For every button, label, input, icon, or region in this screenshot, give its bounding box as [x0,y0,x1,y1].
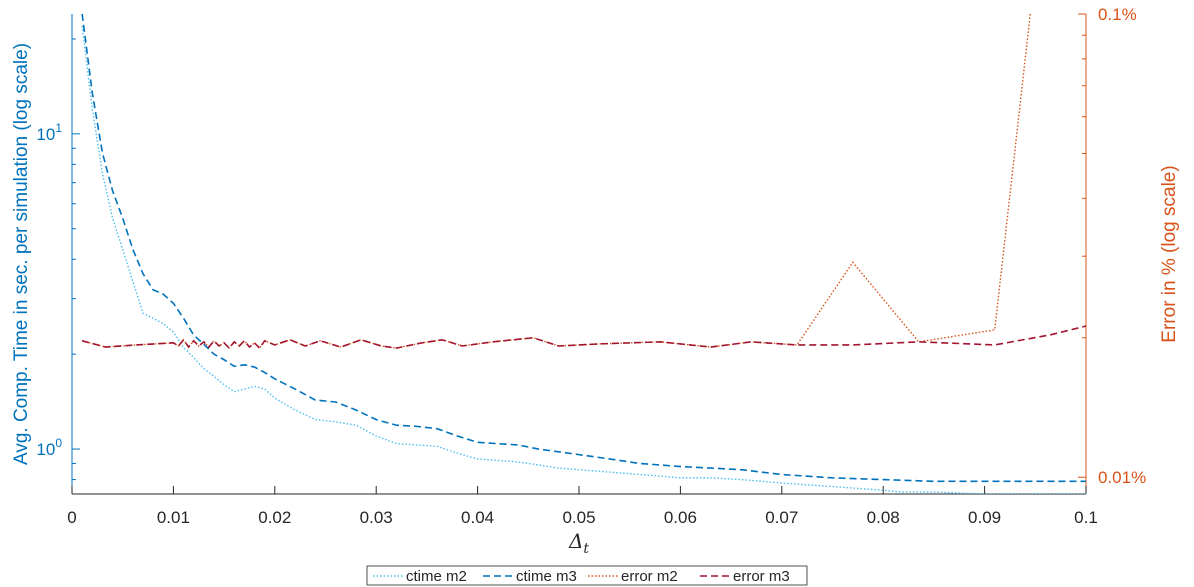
x-tick-label: 0 [67,508,76,527]
x-tick-label: 0.02 [258,508,291,527]
x-tick-label: 0.1 [1074,508,1098,527]
left-y-axis-label: Avg. Comp. Time in sec. per simulation (… [11,43,32,465]
legend-label: error m2 [621,568,678,585]
series-line-error-m2 [81,14,1031,350]
right-y-tick-label: 0.1% [1098,5,1137,24]
right-y-axis-ticks: 0.01% 0.1% [1078,5,1146,487]
x-axis-ticks: 0 0.01 0.02 0.03 0.04 0.05 0.06 0.07 0.08 0.09 0.1 [67,486,1098,527]
x-tick-label: 0.05 [562,508,595,527]
right-y-axis-label: Error in % (log scale) [1159,165,1180,342]
right-y-tick-label: 0.01% [1098,468,1146,487]
series-line-ctime-m3 [81,14,1086,483]
axes [71,14,1087,495]
legend-label: ctime m2 [406,568,467,585]
legend: ctime m2 ctime m3 error m2 error m3 [366,565,808,586]
x-tick-label: 0.01 [157,508,190,527]
x-tick-label: 0.09 [968,508,1001,527]
series-lines [81,14,1086,494]
x-tick-label: 0.04 [461,508,494,527]
x-tick-label: 0.07 [765,508,798,527]
series-line-error-m3 [81,325,1086,350]
x-tick-label: 0.08 [867,508,900,527]
legend-box [366,565,808,586]
x-tick-label: 0.03 [360,508,393,527]
x-axis-label: Δt [568,529,589,557]
legend-label: ctime m3 [516,568,577,585]
legend-label: error m3 [733,568,790,585]
left-y-axis-ticks: 100 101 [36,38,80,481]
x-tick-label: 0.06 [664,508,697,527]
left-y-tick-label: 101 [36,121,62,144]
left-y-tick-label: 100 [36,436,62,459]
series-line-ctime-m2 [81,25,1086,494]
